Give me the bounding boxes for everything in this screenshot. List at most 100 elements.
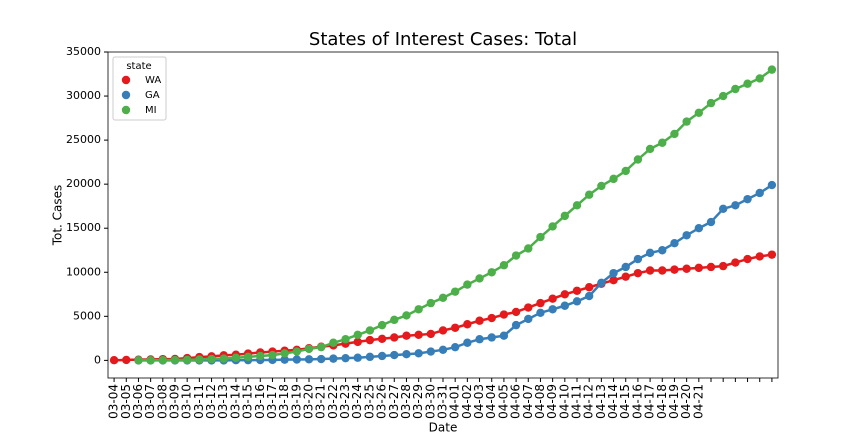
point (390, 315, 399, 325)
point (231, 353, 241, 362)
x-tick-label: 03-10 (180, 384, 194, 419)
point (316, 342, 326, 352)
point (499, 310, 509, 319)
x-tick-label: 04-01 (448, 384, 462, 419)
x-tick-label: 03-15 (241, 384, 255, 419)
point (365, 352, 375, 362)
point (426, 298, 436, 308)
point (316, 354, 326, 364)
point (475, 335, 484, 344)
y-tick-label: 20000 (66, 177, 101, 190)
x-tick-label: 04-18 (655, 384, 669, 419)
x-tick-label: 03-30 (423, 384, 437, 419)
x-tick-label: 03-26 (375, 384, 389, 419)
point (694, 263, 704, 273)
point (743, 79, 752, 88)
x-tick-label: 03-11 (192, 384, 206, 419)
x-tick-label: 03-23 (338, 384, 352, 419)
point (158, 356, 168, 365)
point (536, 232, 545, 242)
x-tick-label: 03-07 (143, 384, 157, 419)
point (731, 84, 740, 94)
point (511, 251, 521, 260)
point (511, 307, 521, 317)
x-tick-label: 04-21 (691, 384, 705, 419)
x-tick-label: 04-14 (606, 384, 620, 419)
point (682, 231, 691, 240)
point (377, 351, 387, 361)
point (414, 349, 423, 358)
point (658, 138, 667, 147)
point (670, 129, 679, 139)
point (560, 211, 570, 221)
point (536, 308, 545, 317)
x-tick-label: 04-06 (509, 384, 523, 419)
legend-label: WA (145, 75, 161, 86)
point (682, 117, 691, 126)
point (609, 276, 618, 285)
point (609, 174, 618, 184)
x-tick-label: 03-19 (289, 384, 303, 419)
point (645, 266, 655, 275)
point (609, 268, 618, 278)
point (706, 98, 716, 108)
point (353, 353, 362, 362)
point (731, 201, 740, 210)
y-tick-label: 5000 (73, 309, 101, 322)
point (146, 356, 155, 365)
chart-title: States of Interest Cases: Total (309, 29, 577, 50)
point (463, 280, 472, 289)
x-tick-label: 03-06 (131, 384, 145, 419)
point (499, 331, 509, 340)
point (243, 352, 253, 362)
x-tick-label: 04-02 (460, 384, 474, 419)
point (524, 244, 533, 253)
point (658, 246, 667, 255)
point (195, 355, 204, 364)
point (524, 303, 533, 312)
point (633, 155, 643, 164)
legend-marker (121, 105, 131, 115)
point (463, 320, 472, 329)
x-tick-label: 03-22 (326, 384, 340, 419)
x-tick-label: 03-13 (216, 384, 230, 419)
point (182, 355, 192, 365)
point (633, 254, 643, 264)
point (767, 180, 777, 190)
point (438, 293, 448, 303)
point (414, 330, 423, 340)
x-tick-label: 04-12 (582, 384, 596, 419)
point (645, 248, 655, 258)
point (304, 344, 314, 354)
point (402, 331, 411, 340)
point (597, 181, 606, 191)
point (584, 291, 594, 301)
point (743, 194, 752, 204)
y-axis-label: Tot. Cases (51, 185, 65, 247)
point (353, 330, 362, 340)
point (341, 335, 350, 344)
point (767, 250, 777, 259)
point (645, 144, 655, 154)
point (292, 355, 302, 364)
legend-title: state (126, 61, 151, 72)
point (475, 274, 484, 283)
x-axis-label: Date (429, 421, 458, 432)
point (304, 355, 314, 364)
point (487, 268, 496, 277)
point (548, 294, 557, 303)
point (256, 351, 265, 361)
legend-marker (121, 90, 131, 100)
legend-label: GA (145, 90, 160, 101)
point (536, 298, 545, 308)
point (402, 311, 411, 320)
point (755, 188, 764, 198)
point (548, 305, 557, 314)
point (329, 354, 338, 363)
legend-marker (121, 75, 131, 85)
point (621, 262, 630, 272)
point (621, 272, 630, 281)
point (718, 261, 728, 271)
point (487, 333, 496, 342)
x-tick-label: 04-19 (667, 384, 681, 419)
